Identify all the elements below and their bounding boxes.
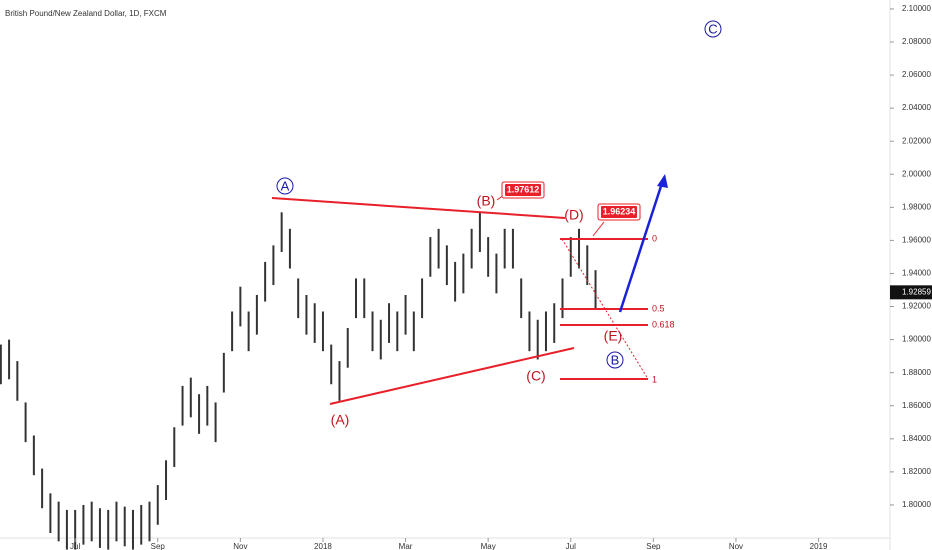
x-tick-label: Jul [70,542,80,550]
y-tick-label: 1.84000 [902,434,931,443]
x-tick-label: 2019 [810,542,828,550]
fib-label: 0 [652,233,657,243]
wave-label: C [708,21,717,36]
fib-diagonal [561,238,649,380]
fib-label: 0.618 [652,319,675,329]
last-price-label: 1.92859 [902,287,931,296]
circle-marker [606,351,624,369]
y-tick-label: 2.10000 [902,4,931,13]
x-tick-label: Mar [399,542,413,550]
y-tick-label: 1.92000 [902,302,931,311]
trend-line [329,347,575,405]
y-tick-label: 1.82000 [902,467,931,476]
wave-label: A [281,178,290,193]
y-tick-label: 1.88000 [902,368,931,377]
circle-marker [276,177,294,195]
last-price-tag [890,285,932,300]
x-tick-label: Sep [646,542,661,550]
circle-marker [704,20,722,38]
y-tick-label: 1.80000 [902,500,931,509]
y-tick-label: 2.04000 [902,103,931,112]
price-tag [505,184,541,196]
axes: 1.80000 1.82000 1.84000 1.86000 1.88000 1.900… [70,4,932,550]
y-tick-label: 2.08000 [902,37,931,46]
arrow-head [657,174,668,188]
price-tag-label: 1.97612 [507,184,540,194]
callout-line [592,221,605,237]
fib-label: 0.5 [652,303,665,313]
x-tick-label: Sep [151,542,166,550]
x-tick-label: Nov [729,542,743,550]
wave-label: (A) [331,412,350,428]
x-tick-label: May [481,542,496,550]
price-tag-label: 1.96234 [603,206,636,216]
chart-title: British Pound/New Zealand Dollar, 1D, FX… [5,9,167,18]
y-tick-label: 1.98000 [902,202,931,211]
y-tick-label: 2.02000 [902,136,931,145]
forecast-arrow [618,179,665,313]
wave-label: (B) [477,193,496,209]
wave-label: (E) [604,328,623,344]
x-tick-label: Jul [566,542,576,550]
y-tick-label: 1.94000 [902,269,931,278]
price-bars [0,212,597,550]
trend-line [271,197,566,219]
y-tick-label: 2.06000 [902,70,931,79]
wave-label: B [611,352,620,367]
price-tag [601,206,637,218]
y-tick-label: 2.00000 [902,169,931,178]
x-tick-label: Nov [233,542,247,550]
x-tick-label: 2018 [314,542,332,550]
wave-label: (D) [564,207,583,223]
y-tick-label: 1.86000 [902,401,931,410]
y-tick-label: 1.96000 [902,236,931,245]
wave-label: (C) [526,368,545,384]
fib-label: 1 [652,374,657,384]
y-tick-label: 1.90000 [902,335,931,344]
